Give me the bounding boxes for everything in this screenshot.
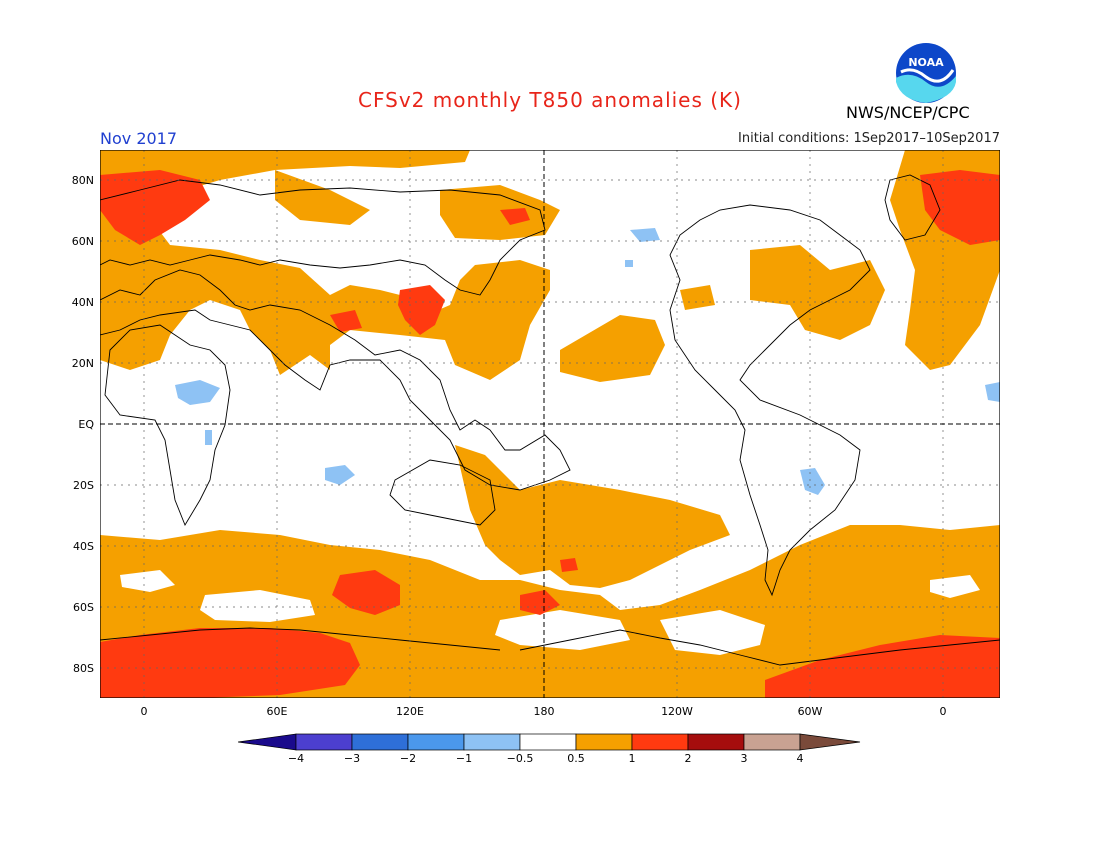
colorbar-label: 0.5 <box>567 752 585 765</box>
colorbar-swatch <box>463 733 521 751</box>
valid-month: Nov 2017 <box>100 129 178 148</box>
colorbar-label: −0.5 <box>506 752 534 765</box>
noaa-logo-text: NOAA <box>908 56 944 69</box>
colorbar-label: −4 <box>287 752 305 765</box>
lat-label: 80N <box>71 174 94 187</box>
lon-label: 180 <box>533 705 555 718</box>
colorbar-label: 2 <box>684 752 692 765</box>
noaa-logo-icon: NOAA <box>896 43 956 103</box>
colorbar-label: −1 <box>455 752 473 765</box>
lon-label: 120W <box>661 705 693 718</box>
colorbar-label: −3 <box>343 752 361 765</box>
colorbar-swatch <box>687 733 745 751</box>
lat-label: 80S <box>73 662 94 675</box>
anomaly-positive-1 <box>100 150 1000 698</box>
agency-label: NWS/NCEP/CPC <box>846 103 970 122</box>
lat-label: 40S <box>73 540 94 553</box>
lat-label: 20N <box>71 357 94 370</box>
lon-label: 60E <box>266 705 288 718</box>
lon-label: 60W <box>797 705 823 718</box>
initial-conditions: Initial conditions: 1Sep2017–10Sep2017 <box>738 131 1000 146</box>
colorbar-swatch <box>519 733 577 751</box>
lat-label: EQ <box>78 418 94 431</box>
coastlines <box>100 174 1000 666</box>
lat-label: 40N <box>71 296 94 309</box>
colorbar-arrow-low <box>238 733 297 751</box>
lon-label: 0 <box>140 705 148 718</box>
map-title: CFSv2 monthly T850 anomalies (K) <box>358 88 742 112</box>
lon-label: 120E <box>396 705 424 718</box>
colorbar-arrow-high <box>799 733 861 751</box>
anomaly-holes <box>120 570 980 655</box>
colorbar-swatch <box>575 733 633 751</box>
anomaly-positive-2 <box>100 170 1000 698</box>
anomaly-negative-1 <box>175 228 1000 495</box>
colorbar-label: 1 <box>628 752 636 765</box>
lon-label: 0 <box>939 705 947 718</box>
colorbar-swatch <box>295 733 353 751</box>
colorbar-label: 4 <box>796 752 804 765</box>
lat-label: 60N <box>71 235 94 248</box>
colorbar-swatch <box>631 733 689 751</box>
lat-label: 60S <box>73 601 94 614</box>
colorbar-label: −2 <box>399 752 417 765</box>
equator-dateline <box>100 150 1000 698</box>
colorbar-swatch <box>743 733 801 751</box>
anomaly-map <box>100 150 1000 698</box>
colorbar <box>238 733 861 751</box>
colorbar-swatch <box>351 733 409 751</box>
lat-label: 20S <box>73 479 94 492</box>
colorbar-label: 3 <box>740 752 748 765</box>
colorbar-swatch <box>407 733 465 751</box>
